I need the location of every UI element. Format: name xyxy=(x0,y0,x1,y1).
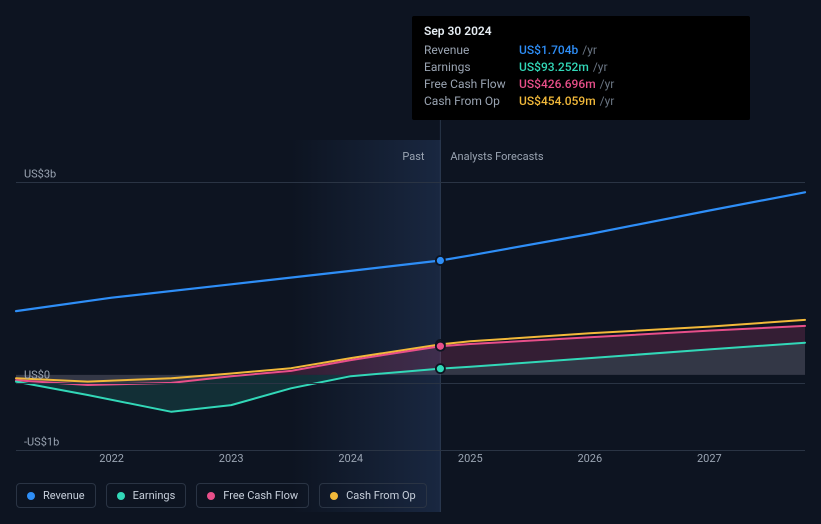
legend-dot xyxy=(117,492,125,500)
legend-dot xyxy=(330,492,338,500)
revenue-marker-dot xyxy=(436,256,445,265)
tooltip-row-value: US$454.059m xyxy=(519,93,596,110)
tooltip-row-cash_from_op: Cash From OpUS$454.059m/yr xyxy=(424,93,738,110)
x-axis-tick-label: 2026 xyxy=(577,452,602,465)
past-gradient-shade xyxy=(291,140,440,512)
financial-forecast-chart: US$3bUS$0-US$1b Past Analysts Forecasts … xyxy=(0,0,821,524)
horizontal-gridline xyxy=(16,182,805,183)
x-axis-tick-label: 2027 xyxy=(697,452,722,465)
free_cash_flow-marker-dot xyxy=(436,342,445,351)
legend-label: Revenue xyxy=(43,489,85,502)
tooltip-row-earnings: EarningsUS$93.252m/yr xyxy=(424,59,738,76)
y-axis-tick-label: US$0 xyxy=(24,368,50,381)
legend-label: Cash From Op xyxy=(346,489,416,502)
earnings-marker-dot xyxy=(436,364,445,373)
x-axis-tick-label: 2024 xyxy=(338,452,363,465)
tooltip-row-label: Earnings xyxy=(424,59,519,76)
legend-dot xyxy=(207,492,215,500)
horizontal-gridline xyxy=(16,450,805,451)
tooltip-date: Sep 30 2024 xyxy=(424,24,738,38)
tooltip-row-label: Cash From Op xyxy=(424,93,519,110)
x-axis-tick-label: 2022 xyxy=(99,452,124,465)
legend-dot xyxy=(27,492,35,500)
tooltip-row-unit: /yr xyxy=(582,42,597,59)
past-section-label: Past xyxy=(402,150,424,163)
tooltip-row-label: Revenue xyxy=(424,42,519,59)
legend-item-earnings[interactable]: Earnings xyxy=(106,483,187,508)
legend-item-revenue[interactable]: Revenue xyxy=(16,483,96,508)
forecast-section-label: Analysts Forecasts xyxy=(450,150,543,163)
tooltip-row-value: US$1.704b xyxy=(519,42,578,59)
chart-legend: Revenue Earnings Free Cash Flow Cash From O… xyxy=(16,483,427,508)
legend-item-free_cash_flow[interactable]: Free Cash Flow xyxy=(196,483,309,508)
x-axis-tick-label: 2025 xyxy=(458,452,483,465)
tooltip-row-free_cash_flow: Free Cash FlowUS$426.696m/yr xyxy=(424,76,738,93)
hover-tooltip: Sep 30 2024 RevenueUS$1.704b/yrEarningsU… xyxy=(412,16,750,120)
legend-item-cash_from_op[interactable]: Cash From Op xyxy=(319,483,427,508)
tooltip-row-unit: /yr xyxy=(600,93,615,110)
y-axis-tick-label: US$3b xyxy=(24,167,56,180)
tooltip-row-unit: /yr xyxy=(593,59,608,76)
tooltip-row-label: Free Cash Flow xyxy=(424,76,519,93)
x-axis-tick-label: 2023 xyxy=(219,452,244,465)
tooltip-row-value: US$426.696m xyxy=(519,76,596,93)
horizontal-gridline xyxy=(16,383,805,384)
tooltip-row-unit: /yr xyxy=(600,76,615,93)
tooltip-row-revenue: RevenueUS$1.704b/yr xyxy=(424,42,738,59)
legend-label: Free Cash Flow xyxy=(223,489,298,502)
legend-label: Earnings xyxy=(133,489,176,502)
y-axis-tick-label: -US$1b xyxy=(24,436,59,449)
tooltip-row-value: US$93.252m xyxy=(519,59,589,76)
